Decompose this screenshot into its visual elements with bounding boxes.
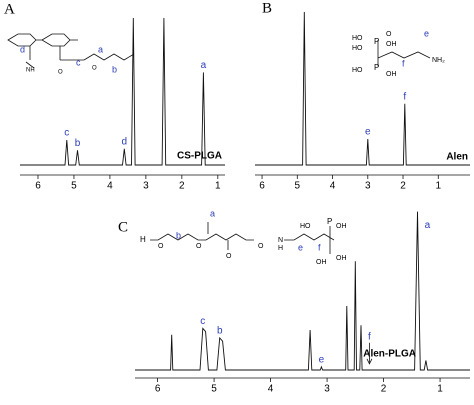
structure-label: O [58, 70, 63, 76]
peak-label: b [217, 326, 223, 337]
x-tick-label: 4 [330, 181, 336, 192]
sample-label: Alen-PLGA [363, 349, 416, 360]
x-tick-label: 4 [107, 181, 113, 192]
structure-label: P [374, 37, 379, 46]
structure-label: O [258, 243, 264, 250]
structure-label: OH [336, 255, 347, 262]
structure-label: HO [352, 35, 363, 42]
structure-label: N [278, 237, 283, 244]
panel-letter: A [4, 1, 15, 17]
structure-label: OH [386, 71, 397, 78]
x-tick-label: 5 [71, 181, 77, 192]
structure-label: NH₂ [432, 57, 445, 64]
x-tick-label: 2 [400, 181, 406, 192]
peak-label: f [368, 331, 371, 342]
structure-a: d c b a NH O O [7, 33, 135, 76]
x-tick-label: 6 [35, 181, 41, 192]
peak-label: a [201, 60, 207, 71]
x-tick-label: 2 [179, 181, 185, 192]
x-tick-label: 6 [155, 384, 161, 395]
structure-label: HO [352, 45, 363, 52]
structure-label: NH [26, 68, 35, 74]
structure-label: f [318, 242, 321, 252]
peak-label: d [122, 136, 128, 147]
structure-label: P [327, 217, 332, 226]
x-tick-label: 1 [215, 181, 221, 192]
structure-label: a [210, 208, 215, 218]
x-tick-label: 2 [381, 384, 387, 395]
structure-label: d [20, 44, 25, 54]
x-tick-label: 1 [435, 181, 441, 192]
x-tick-label: 4 [268, 384, 274, 395]
structure-label: O [158, 243, 164, 250]
peak-label: a [425, 220, 431, 231]
panel-letter: B [262, 0, 272, 16]
structure-label: OH [336, 223, 347, 230]
structure-c: H O b O a O O N H e f HO P OH OH OH [140, 208, 347, 265]
structure-label: OH [316, 259, 327, 266]
structure-label: O [386, 31, 392, 38]
annotation-arrowhead [366, 358, 373, 365]
structure-label: e [424, 28, 429, 38]
peak-label: c [200, 316, 205, 327]
structure-label: f [402, 58, 405, 68]
x-tick-label: 3 [143, 181, 149, 192]
structure-label: a [98, 44, 103, 54]
structure-label: O [92, 66, 97, 72]
sample-label: CS-PLGA [177, 151, 222, 162]
structure-label: b [176, 230, 181, 240]
spectrum [135, 211, 470, 371]
structure-label: O [226, 253, 232, 260]
structure-label: OH [386, 41, 397, 48]
spectrum [255, 11, 470, 166]
peak-label: e [365, 127, 371, 138]
x-tick-label: 3 [365, 181, 371, 192]
x-tick-label: 1 [437, 384, 443, 395]
structure-label: H [278, 245, 283, 252]
structure-b: HO HO P O OH P HO OH f e NH₂ [352, 28, 445, 77]
structure-label: e [298, 242, 303, 252]
structure-label: P [374, 63, 379, 72]
peak-label: e [319, 354, 325, 365]
panel-letter: C [118, 219, 128, 235]
structure-label: HO [352, 67, 363, 74]
x-tick-label: 5 [295, 181, 301, 192]
structure-label: b [112, 64, 117, 74]
spectrum [20, 17, 225, 166]
sample-label: Alen [446, 152, 468, 163]
peak-label: c [64, 128, 69, 139]
structure-label: HO [300, 223, 311, 230]
structure-label: O [196, 243, 202, 250]
x-tick-label: 5 [211, 384, 217, 395]
x-tick-label: 6 [259, 181, 265, 192]
structure-label: c [76, 57, 81, 67]
structure-label: H [140, 235, 146, 244]
peak-label: b [75, 138, 81, 149]
peak-label: f [403, 91, 406, 102]
x-tick-label: 3 [324, 384, 330, 395]
